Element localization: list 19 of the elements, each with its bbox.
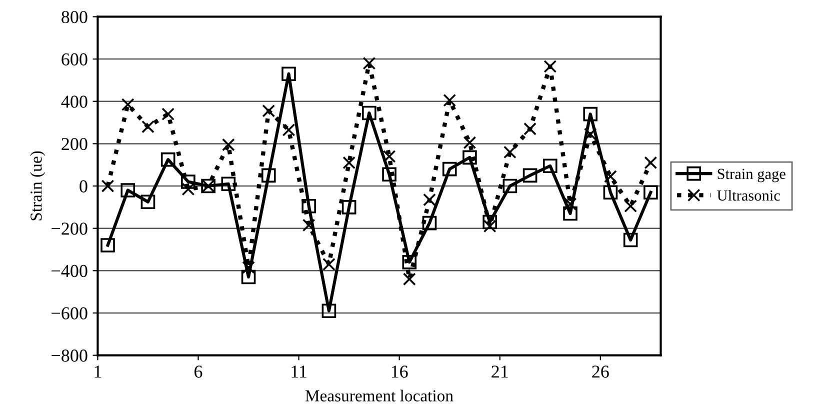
y-tick-label: 200 xyxy=(62,138,88,150)
y-tick-label: 400 xyxy=(61,96,88,108)
x-tick-label: 21 xyxy=(492,366,508,378)
y-tick-label: 0 xyxy=(80,180,88,192)
x-tick-label: 6 xyxy=(194,366,202,378)
y-tick-label: −200 xyxy=(52,222,88,235)
y-tick-label: 600 xyxy=(62,53,88,66)
y-axis-title: Strain (ue) xyxy=(30,151,46,220)
x-tick-label: 11 xyxy=(292,366,306,378)
legend-label: Strain gage xyxy=(718,168,786,182)
x-tick-label: 16 xyxy=(392,366,408,378)
x-tick-label: 26 xyxy=(592,366,609,378)
y-tick-label: 800 xyxy=(62,10,88,24)
x-axis-title: Measurement location xyxy=(305,390,454,402)
x-tick-label: 1 xyxy=(94,366,102,378)
y-tick-label: −400 xyxy=(52,264,88,278)
y-tick-label: −600 xyxy=(52,307,88,320)
y-tick-label: −800 xyxy=(52,350,88,362)
legend-label: Ultrasonic xyxy=(717,190,780,201)
